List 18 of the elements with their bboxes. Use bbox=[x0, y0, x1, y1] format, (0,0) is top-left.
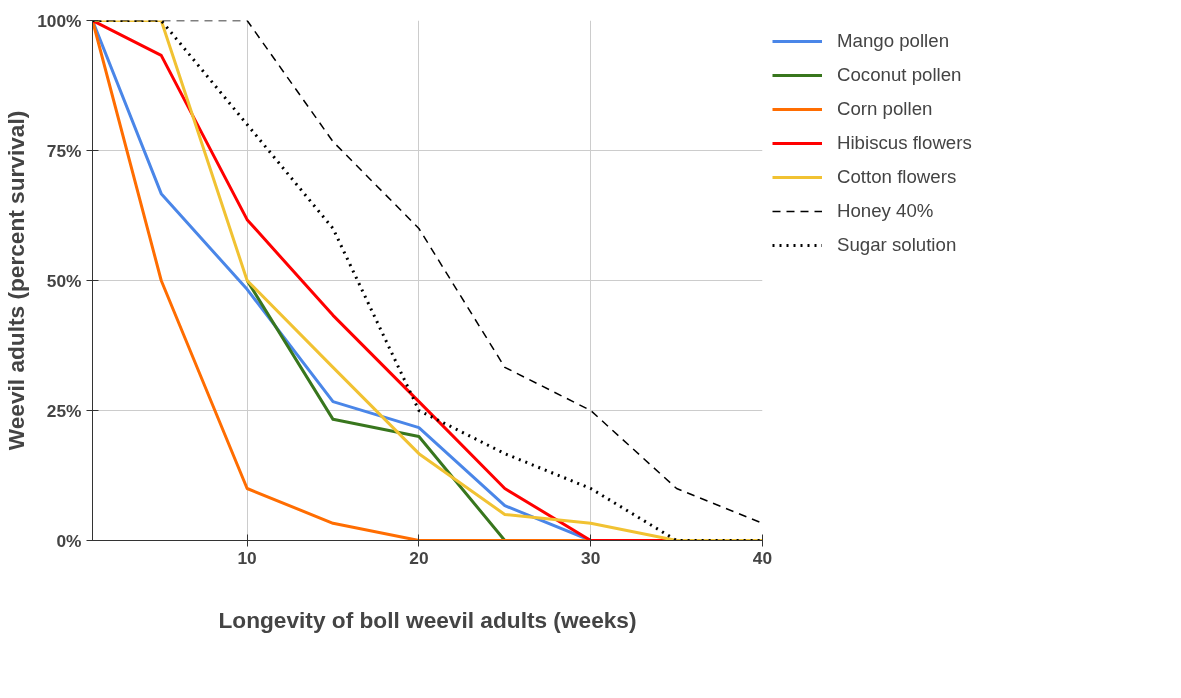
x-tick-label: 10 bbox=[237, 547, 257, 568]
x-tick-label: 20 bbox=[409, 547, 429, 568]
x-tick-label: 40 bbox=[752, 547, 773, 568]
y-tick-label: 100% bbox=[37, 10, 82, 31]
legend-label: Cotton flowers bbox=[837, 166, 957, 188]
y-tick-label: 50% bbox=[46, 270, 82, 291]
legend-label: Honey 40% bbox=[837, 200, 934, 222]
y-axis-title: Weevil adults (percent survival) bbox=[3, 110, 30, 451]
y-tick-label: 75% bbox=[46, 140, 82, 161]
legend-label: Hibiscus flowers bbox=[837, 132, 972, 154]
legend-label: Coconut pollen bbox=[837, 64, 962, 86]
x-tick-label: 30 bbox=[581, 547, 601, 568]
y-tick-label: 25% bbox=[46, 400, 82, 421]
legend-label: Sugar solution bbox=[837, 234, 957, 256]
x-axis-title: Longevity of boll weevil adults (weeks) bbox=[218, 606, 637, 633]
y-tick-label: 0% bbox=[56, 530, 82, 551]
legend-label: Corn pollen bbox=[837, 98, 933, 120]
legend-label: Mango pollen bbox=[837, 30, 950, 52]
